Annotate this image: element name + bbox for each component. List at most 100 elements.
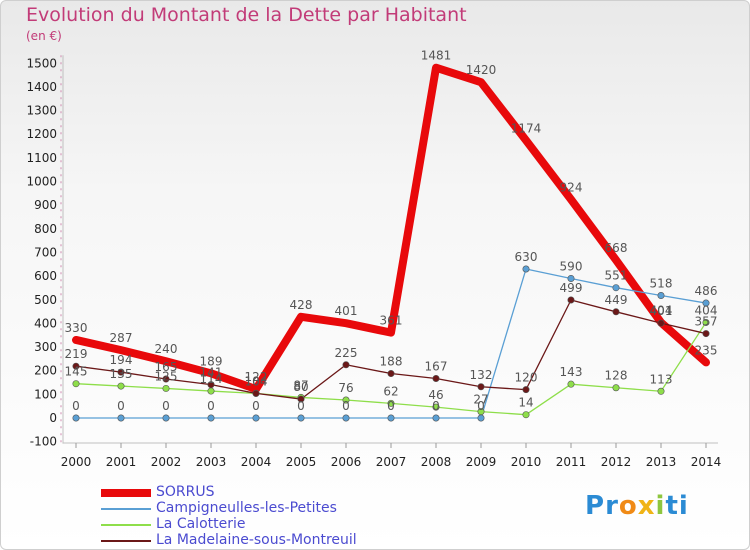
x-tick-label: 2004 bbox=[241, 455, 272, 469]
data-label: 499 bbox=[560, 281, 583, 295]
legend-swatch bbox=[101, 489, 151, 497]
data-label: 404 bbox=[650, 303, 673, 317]
data-label: 135 bbox=[110, 367, 133, 381]
y-tick-label: 1500 bbox=[26, 56, 57, 70]
series-point bbox=[297, 414, 305, 422]
logo-letter: x bbox=[637, 491, 656, 521]
series-point bbox=[702, 318, 710, 326]
data-label: 76 bbox=[338, 381, 353, 395]
y-tick-label: 0 bbox=[49, 411, 57, 425]
series-point bbox=[477, 383, 485, 391]
data-label: 0 bbox=[387, 399, 395, 413]
logo-letter: i bbox=[655, 491, 666, 521]
y-tick-label: 800 bbox=[34, 222, 57, 236]
y-tick-label: 100 bbox=[34, 387, 57, 401]
series-point bbox=[432, 414, 440, 422]
x-tick-label: 2007 bbox=[376, 455, 407, 469]
logo-letter: t bbox=[665, 491, 679, 521]
data-label: 0 bbox=[297, 399, 305, 413]
data-label: 87 bbox=[293, 378, 308, 392]
data-label: 551 bbox=[605, 269, 628, 283]
data-label: 361 bbox=[380, 314, 403, 328]
y-tick-label: -100 bbox=[30, 435, 57, 449]
data-label: 1174 bbox=[511, 121, 542, 135]
data-label: 1420 bbox=[466, 63, 497, 77]
data-label: 235 bbox=[695, 343, 718, 357]
logo-letter: r bbox=[605, 491, 619, 521]
y-tick-label: 700 bbox=[34, 245, 57, 259]
data-label: 141 bbox=[200, 366, 223, 380]
data-label: 225 bbox=[335, 346, 358, 360]
series-point bbox=[612, 284, 620, 292]
series-point bbox=[342, 396, 350, 404]
series-point bbox=[522, 265, 530, 273]
series-point bbox=[207, 387, 215, 395]
data-label: 145 bbox=[65, 365, 88, 379]
series-point bbox=[477, 414, 485, 422]
series-point bbox=[657, 291, 665, 299]
data-label: 357 bbox=[695, 315, 718, 329]
y-tick-label: 1000 bbox=[26, 175, 57, 189]
legend-label: La Calotterie bbox=[156, 516, 246, 532]
data-label: 924 bbox=[560, 180, 583, 194]
y-tick-label: 500 bbox=[34, 293, 57, 307]
x-tick-label: 2002 bbox=[151, 455, 182, 469]
data-label: 189 bbox=[200, 354, 223, 368]
data-label: 0 bbox=[432, 399, 440, 413]
series-point bbox=[162, 414, 170, 422]
legend-label: La Madelaine-sous-Montreuil bbox=[156, 532, 357, 548]
data-label: 104 bbox=[245, 374, 268, 388]
y-tick-label: 400 bbox=[34, 316, 57, 330]
data-label: 0 bbox=[342, 399, 350, 413]
data-label: 194 bbox=[110, 353, 133, 367]
data-label: 167 bbox=[425, 360, 448, 374]
data-label: 0 bbox=[477, 399, 485, 413]
data-label: 240 bbox=[155, 342, 178, 356]
series-point bbox=[207, 381, 215, 389]
series-point bbox=[117, 368, 125, 376]
data-label: 449 bbox=[605, 293, 628, 307]
x-tick-label: 2013 bbox=[646, 455, 677, 469]
data-label: 125 bbox=[155, 369, 178, 383]
legend-label: SORRUS bbox=[156, 484, 215, 500]
data-label: 428 bbox=[290, 298, 313, 312]
data-label: 1481 bbox=[421, 49, 452, 63]
series-point bbox=[252, 389, 260, 397]
series-point bbox=[477, 408, 485, 416]
series-point bbox=[702, 330, 710, 338]
logo-letter: P bbox=[585, 491, 606, 521]
series-point bbox=[567, 274, 575, 282]
series-point bbox=[117, 382, 125, 390]
x-tick-label: 2014 bbox=[691, 455, 722, 469]
y-tick-label: 1100 bbox=[26, 151, 57, 165]
data-label: 518 bbox=[650, 276, 673, 290]
series-point bbox=[567, 296, 575, 304]
data-label: 401 bbox=[650, 304, 673, 318]
legend-label: Campigneulles-les-Petites bbox=[156, 500, 337, 516]
data-label: 219 bbox=[65, 347, 88, 361]
proxiti-logo: Proxiti bbox=[585, 491, 689, 521]
data-label: 0 bbox=[162, 399, 170, 413]
data-label: 143 bbox=[560, 365, 583, 379]
series-point bbox=[162, 375, 170, 383]
series-point bbox=[342, 361, 350, 369]
logo-letter: o bbox=[618, 491, 638, 521]
series-line-0 bbox=[72, 63, 710, 394]
x-tick-label: 2005 bbox=[286, 455, 317, 469]
data-label: 0 bbox=[72, 399, 80, 413]
series-point bbox=[72, 380, 80, 388]
series-point bbox=[342, 414, 350, 422]
y-tick-label: 300 bbox=[34, 340, 57, 354]
x-tick-label: 2001 bbox=[106, 455, 137, 469]
series-point bbox=[657, 387, 665, 395]
data-label: 80 bbox=[293, 380, 308, 394]
data-label: 401 bbox=[335, 304, 358, 318]
y-tick-label: 200 bbox=[34, 364, 57, 378]
data-label: 122 bbox=[245, 370, 268, 384]
data-label: 486 bbox=[695, 284, 718, 298]
series-point bbox=[612, 384, 620, 392]
chart-title: Evolution du Montant de la Dette par Hab… bbox=[26, 4, 467, 26]
x-tick-label: 2000 bbox=[61, 455, 92, 469]
